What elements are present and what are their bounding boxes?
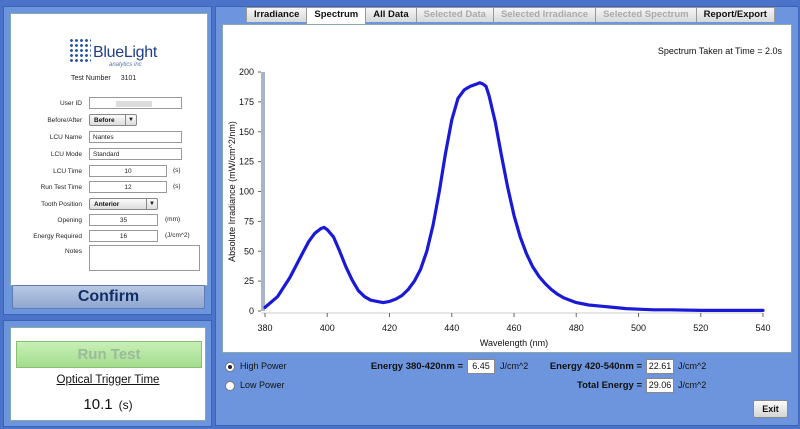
results-tabs: Irradiance Spectrum All Data Selected Da… [246, 7, 775, 24]
lcu-time-input[interactable]: 10 [89, 165, 167, 177]
user-id-label: User ID [59, 100, 82, 107]
lcu-mode-label: LCU Mode [50, 151, 82, 158]
total-energy-label: Total Energy = [576, 380, 642, 391]
tooth-position-select[interactable]: Anterior ▼ [89, 198, 158, 210]
energy-420-540-value: 22.61 [646, 359, 674, 374]
optical-trigger-label: Optical Trigger Time [56, 374, 160, 386]
lcu-time-label: LCU Time [53, 168, 82, 175]
energy-required-label: Energy Required [33, 233, 82, 240]
trigger-value-unit: (s) [118, 398, 133, 412]
x-tick-label: 480 [569, 323, 584, 333]
tooth-position-label: Tooth Position [41, 201, 82, 208]
low-power-radio[interactable]: Low Power [225, 380, 285, 391]
lcu-mode-input[interactable]: Standard [89, 148, 182, 160]
lcu-name-input[interactable]: Nantes [89, 131, 182, 143]
before-after-label: Before/After [47, 117, 82, 124]
lcu-name-label: LCU Name [49, 134, 82, 141]
tab-all-data[interactable]: All Data [365, 7, 417, 22]
spectrum-chart: 0 25 50 75 100 125 150 175 200 380 400 420 440 460 480… [227, 67, 771, 348]
opening-unit: (mm) [165, 216, 181, 223]
radio-empty-icon [225, 380, 235, 391]
tab-selected-data[interactable]: Selected Data [415, 7, 494, 22]
user-id-input[interactable] [89, 97, 182, 109]
energy-380-420-value: 6.45 [467, 359, 495, 374]
before-after-select[interactable]: Before ▼ [89, 114, 137, 126]
run-box: Run Test Optical Trigger Time 10.1 (s) [10, 327, 206, 421]
energy-380-420-unit: J/cm^2 [500, 361, 529, 371]
x-tick-label: 440 [444, 323, 459, 333]
run-test-time-input[interactable]: 12 [89, 181, 167, 193]
y-tick-label: 100 [239, 187, 254, 197]
logo-name: BlueLight [93, 44, 158, 61]
tab-selected-irradiance[interactable]: Selected Irradiance [492, 7, 597, 22]
total-energy-value: 29.06 [646, 378, 674, 393]
energy-380-420-label: Energy 380-420nm = [370, 361, 463, 372]
tab-report-export[interactable]: Report/Export [695, 7, 775, 22]
energy-required-unit: (J/cm^2) [165, 232, 190, 239]
lcu-time-unit: (s) [173, 167, 181, 174]
test-setup-panel: BlueLight analytics inc Test Number 3101 … [3, 6, 212, 315]
x-tick-label: 420 [382, 323, 397, 333]
y-tick-label: 50 [244, 246, 254, 256]
test-form: BlueLight analytics inc Test Number 3101 … [10, 13, 208, 286]
logo-dots-icon [69, 38, 91, 64]
optical-trigger-value: 10.1 (s) [11, 396, 205, 413]
y-axis-bar [261, 72, 265, 311]
y-tick-label: 0 [249, 306, 254, 316]
run-test-button[interactable]: Run Test [16, 341, 202, 368]
run-test-time-label: Run Test Time [40, 184, 82, 191]
energy-420-540-label: Energy 420-540nm = [549, 361, 642, 372]
confirm-button[interactable]: Confirm [12, 285, 205, 309]
chevron-down-icon: ▼ [125, 115, 136, 125]
tab-irradiance[interactable]: Irradiance [246, 7, 308, 22]
opening-label: Opening [57, 217, 82, 224]
tab-selected-spectrum[interactable]: Selected Spectrum [595, 7, 697, 22]
y-axis-label: Absolute Irradiance (mW/cm^2/nm) [227, 121, 237, 262]
opening-input[interactable]: 35 [89, 214, 158, 226]
x-tick-label: 500 [631, 323, 646, 333]
y-tick-label: 175 [239, 97, 254, 107]
chevron-down-icon: ▼ [146, 199, 157, 209]
spectrum-time: Spectrum Taken at Time = 2.0s [657, 46, 782, 56]
redacted-user-id [116, 101, 152, 107]
notes-textarea[interactable] [89, 245, 200, 271]
tab-spectrum[interactable]: Spectrum [306, 7, 367, 24]
energy-bar: High Power Low Power Energy 380-420nm = … [222, 353, 790, 419]
radio-selected-icon [225, 361, 235, 372]
exit-button[interactable]: Exit [753, 400, 788, 418]
run-test-time-unit: (s) [173, 183, 181, 190]
results-panel: Irradiance Spectrum All Data Selected Da… [215, 6, 799, 426]
trigger-value-number: 10.1 [83, 396, 113, 413]
energy-required-input[interactable]: 16 [89, 230, 158, 242]
total-energy-unit: J/cm^2 [678, 380, 707, 390]
test-number-value: 3101 [120, 75, 137, 82]
test-number: Test Number 3101 [71, 75, 136, 82]
x-tick-label: 380 [257, 323, 272, 333]
y-tick-label: 125 [239, 157, 254, 167]
x-tick-label: 460 [506, 323, 521, 333]
y-tick-label: 150 [239, 127, 254, 137]
notes-label: Notes [65, 248, 82, 255]
y-tick-label: 25 [244, 276, 254, 286]
spectrum-series-line [263, 81, 765, 312]
high-power-radio[interactable]: High Power [225, 361, 287, 372]
x-tick-label: 400 [320, 323, 335, 333]
logo-subtitle: analytics inc [109, 62, 142, 68]
low-power-label: Low Power [240, 380, 285, 390]
x-tick-label: 520 [693, 323, 708, 333]
bluelight-logo: BlueLight analytics inc [69, 36, 179, 72]
energy-420-540-unit: J/cm^2 [678, 361, 707, 371]
x-tick-label: 540 [755, 323, 770, 333]
y-tick-label: 200 [239, 67, 254, 77]
run-panel: Run Test Optical Trigger Time 10.1 (s) [3, 320, 212, 427]
y-tick-label: 75 [244, 216, 254, 226]
x-axis-label: Wavelength (nm) [480, 338, 548, 348]
high-power-label: High Power [240, 361, 287, 371]
test-number-label: Test Number [71, 75, 111, 82]
spectrum-chart-area: Spectrum Taken at Time = 2.0s 0 25 50 75 100… [222, 24, 792, 353]
